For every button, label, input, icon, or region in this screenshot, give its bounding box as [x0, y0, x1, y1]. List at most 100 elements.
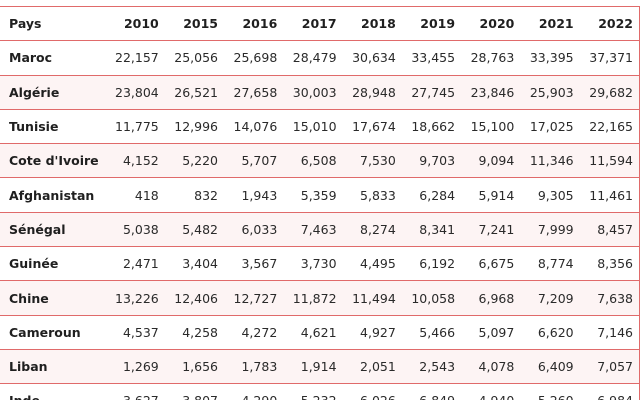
value-cell: 18,662: [402, 109, 463, 145]
value-cell: 1,783: [225, 349, 285, 385]
value-cell: 6,849: [402, 383, 463, 400]
value-cell: 5,038: [106, 212, 166, 248]
value-cell: 6,968: [462, 280, 522, 316]
value-cell: 7,530: [343, 143, 403, 179]
column-header-year[interactable]: 2018: [343, 5, 403, 42]
column-header-year[interactable]: 2015: [165, 5, 226, 42]
column-header-year[interactable]: 2019: [402, 5, 463, 42]
value-cell: 2,471: [106, 246, 166, 282]
value-cell: 4,258: [165, 315, 226, 350]
column-header-year[interactable]: 2010: [106, 5, 166, 42]
column-header-year[interactable]: 2021: [521, 5, 581, 42]
country-cell: Tunisie: [0, 109, 107, 145]
value-cell: 12,727: [225, 280, 285, 316]
value-cell: 5,482: [165, 212, 226, 248]
value-cell: 8,274: [343, 212, 403, 248]
country-cell: Inde: [0, 383, 107, 400]
value-cell: 7,241: [462, 212, 522, 248]
value-cell: 8,341: [402, 212, 463, 248]
value-cell: 3,567: [225, 246, 285, 282]
value-cell: 27,745: [402, 75, 463, 110]
value-cell: 14,076: [225, 109, 285, 145]
value-cell: 4,621: [284, 315, 344, 350]
value-cell: 17,674: [343, 109, 403, 145]
value-cell: 5,359: [284, 177, 344, 213]
value-cell: 28,479: [284, 40, 344, 76]
table-row: Cote d'Ivoire 4,152 5,220 5,707 6,508 7,530 9,…: [0, 143, 640, 179]
column-header-country[interactable]: Pays: [0, 5, 107, 42]
table-row: Algérie 23,804 26,521 27,658 30,003 28,948 27,…: [0, 75, 640, 110]
value-cell: 3,627: [106, 383, 166, 400]
value-cell: 22,157: [106, 40, 166, 76]
table-row: Maroc 22,157 25,056 25,698 28,479 30,634 33,45…: [0, 40, 640, 76]
value-cell: 8,457: [580, 212, 640, 248]
table-row: Afghanistan 418 832 1,943 5,359 5,833 6,284 5,9…: [0, 177, 640, 213]
value-cell: 8,774: [521, 246, 581, 282]
value-cell: 1,656: [165, 349, 226, 385]
value-cell: 4,152: [106, 143, 166, 179]
value-cell: 5,260: [521, 383, 581, 400]
column-header-year[interactable]: 2017: [284, 5, 344, 42]
value-cell: 12,996: [165, 109, 226, 145]
value-cell: 5,707: [225, 143, 285, 179]
value-cell: 23,804: [106, 75, 166, 110]
value-cell: 13,226: [106, 280, 166, 316]
value-cell: 6,620: [521, 315, 581, 350]
country-cell: Liban: [0, 349, 107, 385]
value-cell: 25,698: [225, 40, 285, 76]
value-cell: 6,984: [580, 383, 640, 400]
column-header-year[interactable]: 2020: [462, 5, 522, 42]
value-cell: 11,775: [106, 109, 166, 145]
country-cell: Algérie: [0, 75, 107, 110]
column-header-year[interactable]: 2016: [225, 5, 285, 42]
value-cell: 28,763: [462, 40, 522, 76]
value-cell: 4,927: [343, 315, 403, 350]
table-row: Cameroun 4,537 4,258 4,272 4,621 4,927 5,466 5,…: [0, 315, 640, 350]
value-cell: 6,284: [402, 177, 463, 213]
value-cell: 1,269: [106, 349, 166, 385]
value-cell: 4,495: [343, 246, 403, 282]
value-cell: 7,209: [521, 280, 581, 316]
value-cell: 37,371: [580, 40, 640, 76]
value-cell: 25,056: [165, 40, 226, 76]
data-table: Pays 2010 2015 2016 2017 2018 2019 2020 2021 202…: [0, 5, 640, 400]
value-cell: 12,406: [165, 280, 226, 316]
value-cell: 418: [106, 177, 166, 213]
value-cell: 22,165: [580, 109, 640, 145]
value-cell: 9,305: [521, 177, 581, 213]
table-row: Liban 1,269 1,656 1,783 1,914 2,051 2,543 4,078…: [0, 349, 640, 385]
value-cell: 4,272: [225, 315, 285, 350]
value-cell: 11,494: [343, 280, 403, 316]
table-row: Tunisie 11,775 12,996 14,076 15,010 17,674 18,…: [0, 109, 640, 145]
value-cell: 27,658: [225, 75, 285, 110]
value-cell: 4,290: [225, 383, 285, 400]
value-cell: 25,903: [521, 75, 581, 110]
value-cell: 5,914: [462, 177, 522, 213]
value-cell: 11,461: [580, 177, 640, 213]
value-cell: 9,703: [402, 143, 463, 179]
table-row: Inde3,6273,8074,2905,2326,0266,8494,9405…: [0, 383, 640, 400]
value-cell: 6,508: [284, 143, 344, 179]
value-cell: 7,999: [521, 212, 581, 248]
value-cell: 11,346: [521, 143, 581, 179]
value-cell: 10,058: [402, 280, 463, 316]
country-cell: Cote d'Ivoire: [0, 143, 107, 179]
country-cell: Cameroun: [0, 315, 107, 350]
table-row: Guinée 2,471 3,404 3,567 3,730 4,495 6,192 6,67…: [0, 246, 640, 282]
value-cell: 2,051: [343, 349, 403, 385]
value-cell: 3,404: [165, 246, 226, 282]
value-cell: 5,232: [284, 383, 344, 400]
column-header-year[interactable]: 2022: [580, 5, 640, 42]
value-cell: 3,730: [284, 246, 344, 282]
value-cell: 832: [165, 177, 226, 213]
value-cell: 7,146: [580, 315, 640, 350]
table-row: Sénégal 5,038 5,482 6,033 7,463 8,274 8,341 7,2…: [0, 212, 640, 248]
value-cell: 1,914: [284, 349, 344, 385]
country-cell: Sénégal: [0, 212, 107, 248]
value-cell: 5,097: [462, 315, 522, 350]
value-cell: 28,948: [343, 75, 403, 110]
value-cell: 7,638: [580, 280, 640, 316]
value-cell: 4,940: [462, 383, 522, 400]
value-cell: 7,463: [284, 212, 344, 248]
